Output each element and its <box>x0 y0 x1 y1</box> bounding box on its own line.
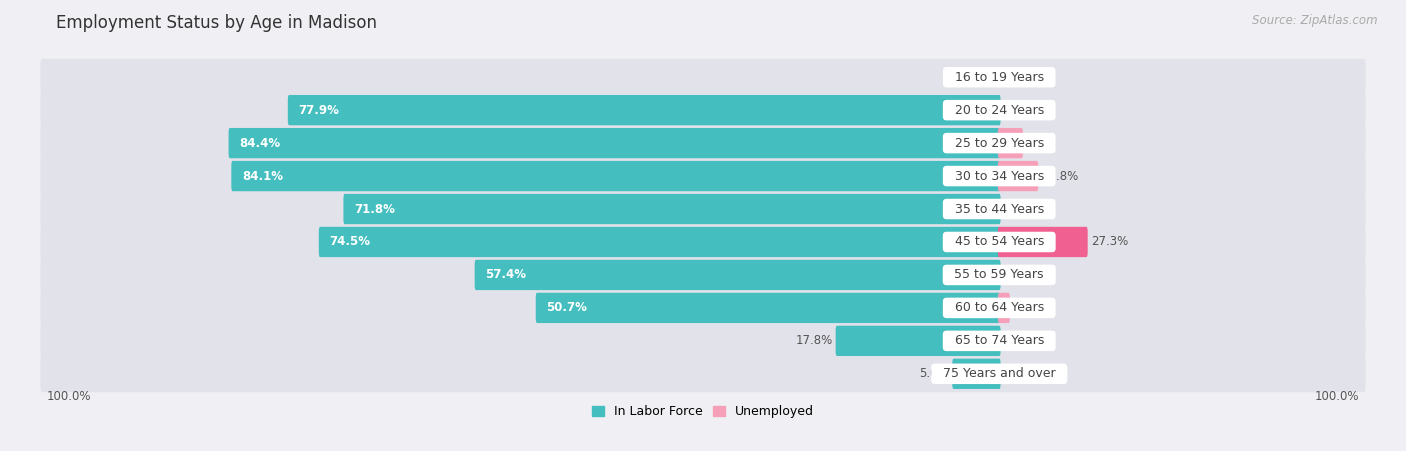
Text: 7.0%: 7.0% <box>1026 137 1056 150</box>
Text: 55 to 59 Years: 55 to 59 Years <box>946 268 1052 281</box>
Text: 11.8%: 11.8% <box>1042 170 1078 183</box>
FancyBboxPatch shape <box>41 191 1365 227</box>
FancyBboxPatch shape <box>343 194 1001 224</box>
Text: 45 to 54 Years: 45 to 54 Years <box>946 235 1052 249</box>
Text: 5.0%: 5.0% <box>920 367 949 380</box>
Text: 57.4%: 57.4% <box>485 268 526 281</box>
Text: 0.0%: 0.0% <box>1004 202 1033 216</box>
FancyBboxPatch shape <box>41 290 1365 327</box>
Text: 71.8%: 71.8% <box>354 202 395 216</box>
Text: Employment Status by Age in Madison: Employment Status by Age in Madison <box>56 14 377 32</box>
Text: 50.7%: 50.7% <box>546 301 588 314</box>
FancyBboxPatch shape <box>536 293 1001 323</box>
Text: 84.1%: 84.1% <box>242 170 283 183</box>
Text: 0.0%: 0.0% <box>1004 334 1033 347</box>
Text: 0.0%: 0.0% <box>960 71 990 84</box>
Text: 0.0%: 0.0% <box>1004 71 1033 84</box>
Text: 35 to 44 Years: 35 to 44 Years <box>946 202 1052 216</box>
Text: 0.0%: 0.0% <box>1004 268 1033 281</box>
FancyBboxPatch shape <box>41 157 1365 194</box>
Text: 74.5%: 74.5% <box>329 235 370 249</box>
FancyBboxPatch shape <box>319 227 1001 257</box>
FancyBboxPatch shape <box>41 322 1365 359</box>
FancyBboxPatch shape <box>41 124 1365 161</box>
FancyBboxPatch shape <box>41 224 1365 260</box>
Text: 0.0%: 0.0% <box>1004 104 1033 117</box>
Text: 20 to 24 Years: 20 to 24 Years <box>946 104 1052 117</box>
Text: 2.9%: 2.9% <box>1014 301 1043 314</box>
Text: 65 to 74 Years: 65 to 74 Years <box>946 334 1052 347</box>
FancyBboxPatch shape <box>41 257 1365 294</box>
FancyBboxPatch shape <box>998 128 1024 158</box>
Text: 0.0%: 0.0% <box>1004 367 1033 380</box>
Text: 27.3%: 27.3% <box>1091 235 1128 249</box>
Text: 84.4%: 84.4% <box>239 137 280 150</box>
FancyBboxPatch shape <box>41 92 1365 129</box>
Text: 60 to 64 Years: 60 to 64 Years <box>946 301 1052 314</box>
Text: Source: ZipAtlas.com: Source: ZipAtlas.com <box>1253 14 1378 27</box>
Text: 17.8%: 17.8% <box>796 334 832 347</box>
FancyBboxPatch shape <box>41 59 1365 96</box>
Text: 75 Years and over: 75 Years and over <box>935 367 1063 380</box>
Text: 16 to 19 Years: 16 to 19 Years <box>946 71 1052 84</box>
FancyBboxPatch shape <box>998 161 1038 191</box>
FancyBboxPatch shape <box>835 326 1001 356</box>
FancyBboxPatch shape <box>229 128 1001 158</box>
Text: 100.0%: 100.0% <box>1315 391 1360 403</box>
Text: 30 to 34 Years: 30 to 34 Years <box>946 170 1052 183</box>
FancyBboxPatch shape <box>41 355 1365 392</box>
FancyBboxPatch shape <box>232 161 1001 191</box>
FancyBboxPatch shape <box>952 359 1001 389</box>
Text: 77.9%: 77.9% <box>298 104 339 117</box>
FancyBboxPatch shape <box>288 95 1001 125</box>
FancyBboxPatch shape <box>475 260 1001 290</box>
FancyBboxPatch shape <box>998 293 1010 323</box>
Text: 100.0%: 100.0% <box>46 391 91 403</box>
FancyBboxPatch shape <box>998 227 1088 257</box>
Legend: In Labor Force, Unemployed: In Labor Force, Unemployed <box>592 405 814 418</box>
Text: 25 to 29 Years: 25 to 29 Years <box>946 137 1052 150</box>
